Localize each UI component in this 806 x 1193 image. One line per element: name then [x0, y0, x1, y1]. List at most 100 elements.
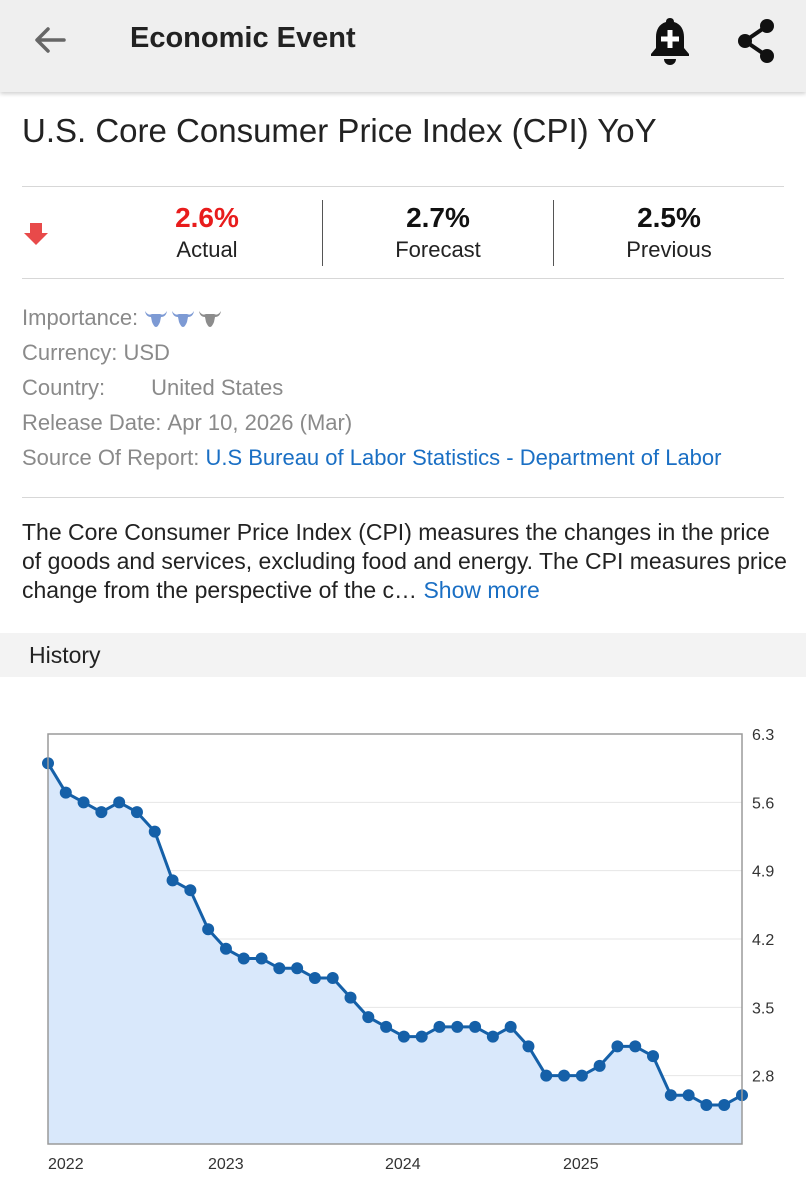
x-tick-label: 2023 [208, 1156, 244, 1173]
forecast-value: 2.7% [406, 202, 470, 233]
previous-value-block: 2.5% Previous [554, 200, 784, 266]
app-bar: Economic Event [0, 0, 806, 92]
country-value: United States [151, 375, 284, 400]
data-point [700, 1098, 713, 1111]
event-details: Importance: Currency: USD Country: Unite… [22, 300, 721, 475]
bell-plus-icon [651, 18, 689, 65]
data-point [558, 1069, 571, 1082]
data-point [647, 1050, 660, 1063]
arrow-down-icon [24, 223, 48, 245]
actual-value: 2.6% [175, 202, 239, 233]
event-description: The Core Consumer Price Index (CPI) meas… [22, 518, 792, 605]
data-point [273, 962, 286, 975]
data-point [255, 952, 268, 965]
y-tick-label: 6.3 [752, 727, 774, 744]
share-icon [738, 19, 774, 63]
importance-row: Importance: [22, 300, 721, 335]
data-point [611, 1040, 624, 1053]
y-tick-label: 4.2 [752, 932, 774, 949]
data-point [166, 874, 179, 887]
data-point [219, 942, 232, 955]
data-point [575, 1069, 588, 1082]
data-point [629, 1040, 642, 1053]
data-point [380, 1020, 393, 1033]
forecast-value-block: 2.7% Forecast [323, 200, 553, 266]
release-date-value: Apr 10, 2026 (Mar) [167, 410, 353, 435]
data-point [113, 796, 126, 809]
show-more-link[interactable]: Show more [423, 577, 540, 603]
data-point [540, 1069, 553, 1082]
divider [22, 497, 784, 498]
data-point [522, 1040, 535, 1053]
currency-row: Currency: USD [22, 335, 721, 370]
data-point [202, 923, 215, 936]
data-point [326, 972, 339, 985]
currency-value: USD [123, 340, 170, 365]
data-point [664, 1089, 677, 1102]
bull-icon [199, 310, 222, 327]
y-tick-label: 5.6 [752, 795, 774, 812]
series-line [46, 762, 743, 1107]
page-title: Economic Event [130, 22, 356, 54]
history-section-header: History [0, 633, 806, 677]
data-point [308, 972, 321, 985]
data-point [362, 1011, 375, 1024]
x-tick-label: 2022 [48, 1156, 84, 1173]
release-date-label: Release Date: [22, 410, 162, 435]
x-tick-label: 2025 [563, 1156, 599, 1173]
data-point [59, 786, 72, 799]
us-flag-icon [111, 373, 141, 403]
data-point [95, 806, 108, 819]
area-fill [48, 763, 742, 1144]
add-alert-button[interactable] [646, 15, 694, 67]
data-point [415, 1030, 428, 1043]
data-point [504, 1020, 517, 1033]
source-link[interactable]: U.S Bureau of Labor Statistics - Departm… [205, 445, 722, 470]
data-point [397, 1030, 410, 1043]
y-tick-label: 4.9 [752, 864, 774, 881]
value-separator [322, 200, 323, 266]
plot-border [47, 733, 743, 1145]
data-point [237, 952, 250, 965]
data-point [593, 1059, 606, 1072]
currency-label: Currency: [22, 340, 118, 365]
previous-label: Previous [626, 237, 712, 262]
release-date-row: Release Date: Apr 10, 2026 (Mar) [22, 405, 721, 440]
data-point [486, 1030, 499, 1043]
divider [22, 278, 784, 279]
country-label: Country: [22, 375, 106, 400]
data-point [130, 806, 143, 819]
description-text: The Core Consumer Price Index (CPI) meas… [22, 519, 787, 603]
data-point [451, 1020, 464, 1033]
country-row: Country: United States [22, 370, 721, 405]
previous-value: 2.5% [637, 202, 701, 233]
y-tick-label: 2.8 [752, 1069, 774, 1086]
y-tick-label: 3.5 [752, 1000, 774, 1017]
back-button[interactable] [28, 20, 72, 60]
share-button[interactable] [732, 17, 780, 65]
actual-label: Actual [176, 237, 238, 262]
history-chart[interactable]: 6.3 5.6 4.9 4.2 3.5 2.8 2022 2023 2024 2025 [0, 700, 806, 1190]
data-point [344, 991, 357, 1004]
divider [22, 186, 784, 187]
value-separator [553, 200, 554, 266]
actual-value-block: 2.6% Actual [92, 200, 322, 266]
bull-icon [145, 310, 168, 327]
source-row: Source Of Report: U.S Bureau of Labor St… [22, 440, 721, 475]
arrow-left-icon [35, 27, 66, 53]
forecast-label: Forecast [395, 237, 481, 262]
data-point [718, 1098, 731, 1111]
data-point [433, 1020, 446, 1033]
history-title: History [29, 642, 101, 668]
x-tick-label: 2024 [385, 1156, 421, 1173]
data-point [469, 1020, 482, 1033]
event-title: U.S. Core Consumer Price Index (CPI) YoY [22, 112, 657, 149]
data-point [291, 962, 304, 975]
data-point [682, 1089, 695, 1102]
bull-icon [172, 310, 195, 327]
data-point [148, 825, 161, 838]
importance-label: Importance: [22, 305, 139, 330]
data-point [77, 796, 90, 809]
source-label: Source Of Report: [22, 445, 200, 470]
data-point [184, 884, 197, 897]
